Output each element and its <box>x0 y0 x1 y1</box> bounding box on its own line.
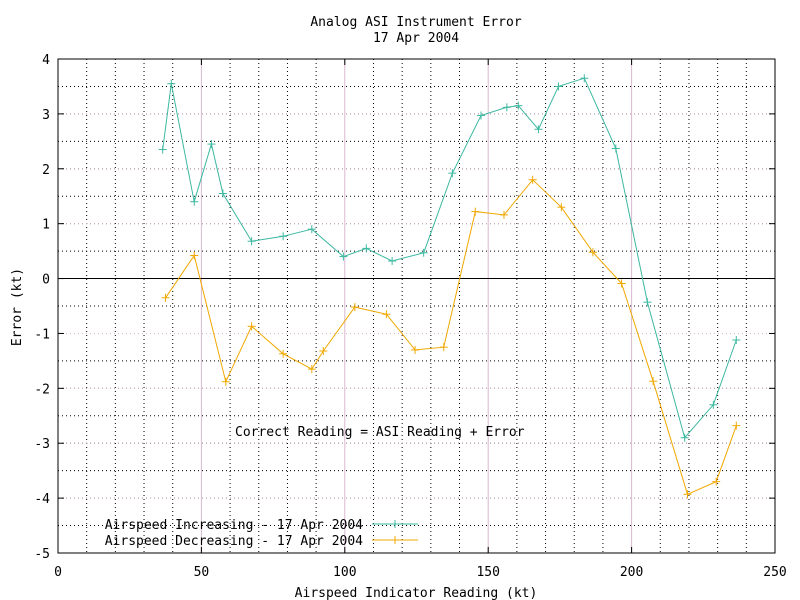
data-point-decreasing <box>528 175 537 184</box>
legend-label-increasing: Airspeed Increasing - 17 Apr 2004 <box>105 518 363 533</box>
plot-frame <box>57 58 776 554</box>
y-tick-label: -3 <box>34 437 50 452</box>
data-point-increasing <box>611 144 620 153</box>
data-point-decreasing <box>307 365 316 374</box>
x-tick-label: 200 <box>620 565 643 580</box>
y-tick-label: -2 <box>34 382 50 397</box>
data-point-increasing <box>732 336 741 345</box>
data-point-increasing <box>207 140 216 149</box>
x-tick-label: 150 <box>476 565 499 580</box>
data-point-decreasing <box>319 347 328 356</box>
data-point-increasing <box>190 197 199 206</box>
data-point-increasing <box>419 248 428 257</box>
data-point-increasing <box>448 169 457 178</box>
chart-title: Analog ASI Instrument Error <box>310 15 521 30</box>
data-point-decreasing <box>350 303 359 312</box>
data-point-decreasing <box>411 345 420 354</box>
data-point-decreasing <box>471 207 480 216</box>
data-point-increasing <box>643 298 652 307</box>
data-point-increasing <box>502 103 511 112</box>
data-point-decreasing <box>712 477 721 486</box>
y-tick-label: -1 <box>34 327 50 342</box>
y-tick-label: 4 <box>42 53 50 68</box>
axis-ticks <box>57 58 776 554</box>
series-line-decreasing <box>165 179 737 495</box>
data-point-increasing <box>158 145 167 154</box>
data-point-decreasing <box>499 210 508 219</box>
data-point-decreasing <box>247 322 256 331</box>
legend-label-decreasing: Airspeed Decreasing - 17 Apr 2004 <box>105 534 363 549</box>
series-line-increasing <box>162 77 737 439</box>
data-point-decreasing <box>588 248 597 257</box>
y-tick-label: 1 <box>42 218 50 233</box>
data-point-decreasing <box>617 279 626 288</box>
data-point-increasing <box>167 79 176 88</box>
legend-marker-decreasing <box>391 536 399 544</box>
y-axis-label: Error (kt) <box>10 268 25 346</box>
data-point-increasing <box>514 101 523 110</box>
series-group <box>158 74 741 499</box>
data-point-decreasing <box>382 310 391 319</box>
data-point-increasing <box>279 232 288 241</box>
data-point-increasing <box>388 256 397 265</box>
data-point-decreasing <box>439 343 448 352</box>
data-point-increasing <box>477 111 486 120</box>
data-point-decreasing <box>732 421 741 430</box>
x-tick-label: 50 <box>194 565 210 580</box>
data-point-increasing <box>247 237 256 246</box>
data-point-increasing <box>554 82 563 91</box>
data-point-increasing <box>218 189 227 198</box>
grid <box>58 59 775 553</box>
data-point-increasing <box>534 125 543 134</box>
chart-subtitle: 17 Apr 2004 <box>373 31 459 46</box>
data-point-decreasing <box>161 293 170 302</box>
x-axis-label: Airspeed Indicator Reading (kt) <box>295 586 538 600</box>
legend-marker-increasing <box>391 520 399 528</box>
data-point-decreasing <box>683 490 692 499</box>
y-tick-label: 3 <box>42 108 50 123</box>
data-point-increasing <box>680 433 689 442</box>
data-point-increasing <box>709 400 718 409</box>
data-point-increasing <box>339 252 348 261</box>
x-tick-label: 0 <box>54 565 62 580</box>
y-tick-label: 2 <box>42 163 50 178</box>
annotation: Correct Reading = ASI Reading + Error <box>235 425 525 440</box>
data-point-decreasing <box>190 251 199 260</box>
x-tick-label: 100 <box>333 565 356 580</box>
data-point-increasing <box>580 74 589 83</box>
x-tick-label: 250 <box>763 565 786 580</box>
data-point-increasing <box>307 225 316 234</box>
y-tick-label: -4 <box>34 492 50 507</box>
legend: Airspeed Increasing - 17 Apr 2004 Airspe… <box>105 518 418 549</box>
data-point-decreasing <box>279 349 288 358</box>
tick-labels: 0 50 100 150 200 250 -5 -4 -3 -2 -1 0 1 2 3 4 <box>34 53 786 580</box>
data-point-decreasing <box>649 377 658 386</box>
y-tick-label: 0 <box>42 273 50 288</box>
data-point-decreasing <box>557 203 566 212</box>
y-tick-label: -5 <box>34 547 50 562</box>
data-point-decreasing <box>221 377 230 386</box>
data-point-increasing <box>362 244 371 253</box>
